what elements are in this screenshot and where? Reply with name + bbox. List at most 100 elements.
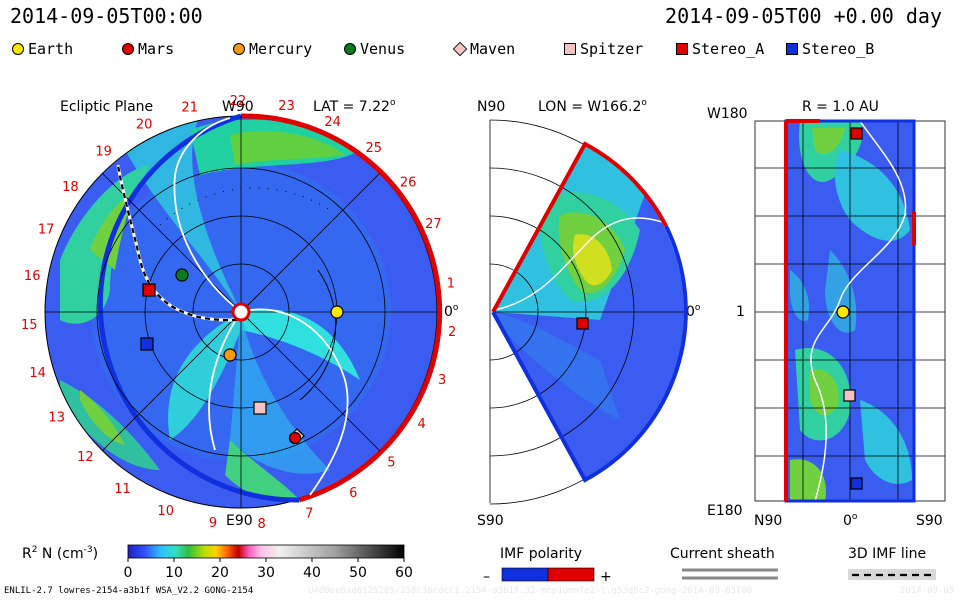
sphere-earth-marker (836, 305, 850, 319)
rim-tick-label: 24 (324, 115, 341, 130)
legend: Earth Mars Mercury Venus Maven Spitzer S… (0, 40, 960, 60)
sphere-spitzer-marker (843, 389, 856, 402)
ecliptic-panel: Ecliptic Plane LAT = 7.22o (21, 94, 459, 532)
colorbar-tick-label: 40 (303, 565, 321, 581)
imf-minus-label: – (483, 569, 490, 585)
meridional-bottom-label: S90 (477, 513, 504, 529)
meridional-right-label: 0o (686, 303, 701, 320)
rim-tick-label: 22 (230, 94, 247, 109)
imf-polarity-title: IMF polarity (500, 546, 582, 562)
colorbar-tick-label: 0 (124, 565, 133, 581)
colorbar-tick-label: 50 (349, 565, 367, 581)
imf-positive-swatch (547, 567, 595, 582)
rim-tick-label: 25 (366, 141, 383, 156)
meridional-stereo-a-marker (576, 317, 589, 330)
ecliptic-title: Ecliptic Plane (60, 99, 153, 115)
ecliptic-earth-marker (330, 305, 344, 319)
sphere-current-sheet (810, 120, 907, 502)
ecliptic-spitzer-marker (253, 401, 267, 415)
current-sheath-legend: Current sheath (670, 546, 778, 580)
legend-item-earth: Earth (12, 40, 73, 58)
ecliptic-bottom-label: E90 (226, 513, 253, 529)
legend-label: Venus (360, 40, 406, 58)
meridional-negative-boundary (491, 225, 688, 483)
sphere-r-label: R = 1.0 AU (802, 99, 879, 115)
sphere-x-tick-left: N90 (754, 513, 782, 529)
meridional-density-map (493, 144, 685, 480)
sun-icon (231, 302, 251, 322)
sphere-bottom-left-label: E180 (707, 503, 743, 519)
legend-label: Stereo_A (692, 40, 765, 58)
rim-tick-label: 3 (438, 373, 446, 388)
legend-label: Spitzer (580, 40, 644, 58)
ecliptic-mercury-marker (223, 348, 237, 362)
ecliptic-top-label: W90 (222, 99, 254, 115)
imf-negative-swatch (501, 567, 549, 582)
meridional-top-label: N90 (477, 99, 505, 115)
meridional-panel: N90 LON = W166.2o S90 0o (477, 98, 701, 529)
rim-tick-label: 8 (258, 517, 266, 532)
sphere-grid (754, 120, 946, 502)
colorbar-tick-label: 10 (165, 565, 183, 581)
meridional-positive-boundary (491, 141, 668, 313)
ecliptic-stereo-b-marker (140, 337, 154, 351)
rim-tick-label: 4 (417, 417, 425, 432)
ecliptic-right-label: 0o (444, 303, 459, 320)
mercury-symbol-icon (233, 43, 245, 55)
rim-tick-label: 19 (95, 145, 112, 160)
rim-tick-label: 12 (77, 450, 94, 465)
rim-tick-label: 27 (425, 217, 442, 232)
colorbar-ticks: 0 10 20 30 40 50 60 (124, 558, 413, 581)
rim-tick-label: 26 (400, 176, 417, 191)
rim-tick-label: 13 (48, 411, 65, 426)
venus-symbol-icon (344, 43, 356, 55)
rim-tick-label: 20 (136, 117, 153, 132)
legend-item-venus: Venus (344, 40, 405, 58)
header-left-timestamp: 2014-09-05T00:00 (10, 4, 203, 28)
rim-tick-label: 2 (448, 325, 456, 340)
colorbar-tick-label: 60 (395, 565, 413, 581)
ecliptic-bodies (140, 268, 344, 445)
sphere-x-tick-right: S90 (916, 513, 943, 529)
imf-plus-label: + (600, 569, 612, 585)
legend-item-mars: Mars (122, 40, 174, 58)
legend-item-stereo-b: Stereo_B (786, 40, 874, 58)
rim-tick-label: 11 (114, 482, 131, 497)
rim-tick-label: 18 (62, 180, 79, 195)
colorbar-tick-label: 30 (257, 565, 275, 581)
sphere-bodies (836, 127, 863, 490)
rim-tick-label: 23 (278, 99, 295, 114)
rim-tick-label: 16 (24, 269, 41, 284)
legend-label: Earth (28, 40, 74, 58)
imf-polarity-legend: IMF polarity – + (483, 546, 612, 585)
colorbar: R2 N (cm-3) 0 10 20 30 40 50 60 (22, 544, 413, 581)
current-sheath-title: Current sheath (670, 546, 775, 562)
sphere-x-tick-mid: 0o (843, 512, 858, 529)
ecliptic-mars-marker (288, 431, 302, 445)
ecliptic-stereo-a-marker (142, 283, 156, 297)
sphere-stereo-b-marker (850, 477, 863, 490)
ecliptic-current-sheet (173, 117, 349, 496)
earth-symbol-icon (12, 43, 24, 55)
rim-tick-label: 17 (38, 223, 55, 238)
rim-tick-label: 6 (349, 486, 357, 501)
meridional-lon-label: LON = W166.2o (538, 98, 647, 115)
legend-item-mercury: Mercury (233, 40, 312, 58)
sphere-stereo-a-marker (850, 127, 863, 140)
footer-right-text: 2014-09-05 (900, 586, 955, 596)
legend-item-spitzer: Spitzer (564, 40, 643, 58)
stereo-a-symbol-icon (676, 43, 688, 55)
imf3d-title: 3D IMF line (848, 546, 926, 562)
legend-label: Stereo_B (802, 40, 875, 58)
rim-tick-label: 21 (181, 100, 198, 115)
colorbar-tick-label: 20 (211, 565, 229, 581)
rim-tick-label: 7 (305, 507, 313, 522)
rim-tick-label: 1 (447, 277, 455, 292)
stereo-b-symbol-icon (786, 43, 798, 55)
meridional-current-sheet (494, 217, 663, 311)
colorbar-label: R2 N (cm-3) (22, 545, 98, 562)
ecliptic-lat-label: LAT = 7.22o (313, 98, 396, 115)
footer-mid-text: U4d0ee6ad6125205/258c36cdcc1.2154-a3b1f.… (308, 586, 753, 596)
ecliptic-venus-marker (175, 268, 189, 282)
